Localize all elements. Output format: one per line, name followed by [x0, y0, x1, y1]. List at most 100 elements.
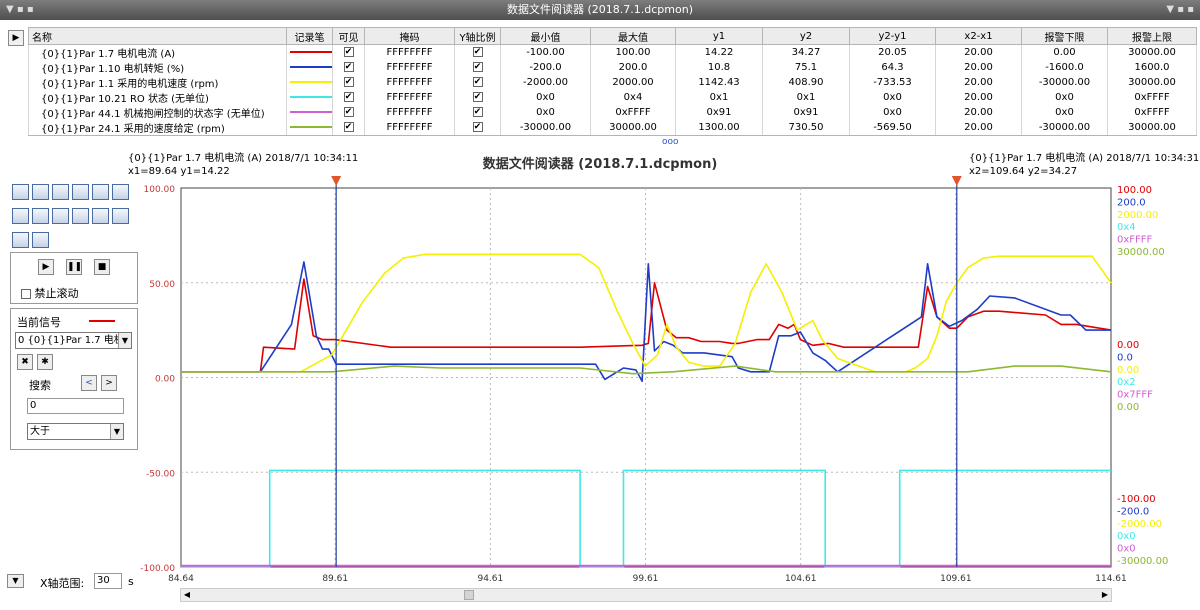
- checkbox-icon[interactable]: ✔: [472, 122, 483, 132]
- x-tick-label: 84.64: [168, 574, 194, 584]
- table-row[interactable]: {0}{1}Par 1.10 电机转矩 (%) ✔ FFFFFFFF ✔ -200.0 2…: [28, 60, 1197, 75]
- search-label: 搜索: [29, 379, 51, 392]
- checkbox-icon[interactable]: ✔: [343, 62, 354, 72]
- alarm-high-cell: 30000.00: [1107, 75, 1197, 90]
- alarm-high-cell: 30000.00: [1107, 120, 1197, 136]
- cursor2-info: {0}{1}Par 1.7 电机电流 (A) 2018/7/1 10:34:31…: [969, 152, 1199, 178]
- scroll-left-icon[interactable]: ◀: [183, 590, 191, 599]
- current-signal-label: 当前信号: [17, 316, 61, 329]
- column-header[interactable]: y1: [675, 27, 763, 45]
- play-button[interactable]: ▶: [38, 259, 54, 275]
- checkbox-icon[interactable]: ✔: [343, 77, 354, 87]
- visible-checkbox[interactable]: ✔: [332, 105, 365, 120]
- x-range-input[interactable]: 30: [94, 573, 122, 589]
- stop-button[interactable]: ■: [94, 259, 110, 275]
- cursor-marker-1: [331, 176, 342, 186]
- list-icon[interactable]: [52, 184, 69, 200]
- column-header[interactable]: 记录笔: [286, 27, 333, 45]
- series-line-4: [181, 469, 1111, 568]
- checkbox-icon[interactable]: ✔: [472, 62, 483, 72]
- checkbox-icon[interactable]: ✔: [343, 107, 354, 117]
- search-prev-button[interactable]: <: [81, 375, 97, 391]
- series-line-6: [181, 365, 1112, 375]
- table-row[interactable]: {0}{1}Par 44.1 机械抱闸控制的状态字 (无单位) ✔ FFFFFFFF…: [28, 105, 1197, 120]
- column-header[interactable]: y2: [762, 27, 850, 45]
- checkbox-icon[interactable]: [21, 289, 31, 299]
- grid-icon[interactable]: [12, 208, 29, 224]
- horizontal-scrollbar[interactable]: ◀ ▶: [180, 588, 1112, 602]
- align-bottom-icon[interactable]: [112, 208, 129, 224]
- column-header[interactable]: 最大值: [590, 27, 676, 45]
- checkbox-icon[interactable]: ✔: [472, 107, 483, 117]
- search-next-button[interactable]: >: [101, 375, 117, 391]
- right-scale-label: 100.00: [1117, 185, 1152, 196]
- current-signal-select[interactable]: 0 {0}{1}Par 1.7 电机电 ▼: [15, 332, 132, 349]
- cursor2-label: {0}{1}Par 1.7 电机电流 (A) 2018/7/1 10:34:31: [969, 153, 1200, 164]
- checkbox-icon[interactable]: ✔: [343, 92, 354, 102]
- window-controls-icon[interactable]: ▼ ▪ ▪: [1166, 4, 1194, 15]
- checkbox-icon[interactable]: ✔: [343, 47, 354, 57]
- right-scale-label: 30000.00: [1117, 247, 1165, 258]
- pause-button[interactable]: ❚❚: [66, 259, 82, 275]
- zoom-icon[interactable]: [72, 208, 89, 224]
- auto-scale-icon[interactable]: [52, 208, 69, 224]
- table-row[interactable]: {0}{1}Par 1.7 电机电流 (A) ✔ FFFFFFFF ✔ -100.00 1…: [28, 44, 1197, 60]
- alarm-high-cell: 0xFFFF: [1107, 105, 1197, 120]
- table-row[interactable]: {0}{1}Par 1.1 采用的电机速度 (rpm) ✔ FFFFFFFF ✔ -20…: [28, 75, 1197, 90]
- y-tick-label: -50.00: [146, 469, 175, 479]
- menu-down-icon[interactable]: ▼ ▪ ▪: [6, 4, 34, 15]
- title-bar: ▼ ▪ ▪ 数据文件阅读器 (2018.7.1.dcpmon) ▼ ▪ ▪: [0, 0, 1200, 20]
- search-input[interactable]: 0: [27, 398, 124, 414]
- scroll-thumb[interactable]: [464, 590, 474, 600]
- toolbar: [9, 184, 139, 256]
- pen-swatch: [290, 111, 332, 113]
- table-row[interactable]: {0}{1}Par 10.21 RO 状态 (无单位) ✔ FFFFFFFF ✔ 0x0…: [28, 90, 1197, 105]
- column-header[interactable]: 报警上限: [1107, 27, 1197, 45]
- series-line-3: [181, 253, 1112, 373]
- disable-scroll-checkbox[interactable]: 禁止滚动: [21, 285, 79, 301]
- scroll-right-icon[interactable]: ▶: [1101, 590, 1109, 599]
- column-header[interactable]: x2-x1: [935, 27, 1022, 45]
- checkbox-icon[interactable]: ✔: [343, 122, 354, 132]
- chart-icon[interactable]: [32, 208, 49, 224]
- y-tick-label: 0.00: [155, 375, 175, 385]
- y-scale-checkbox[interactable]: ✔: [454, 120, 501, 136]
- column-header[interactable]: 最小值: [500, 27, 591, 45]
- wrench-icon[interactable]: [72, 184, 89, 200]
- compare-value: 大于: [30, 426, 50, 437]
- save-icon[interactable]: [32, 184, 49, 200]
- clear-all-button[interactable]: ✱: [37, 354, 53, 370]
- cursor-icon[interactable]: [12, 232, 29, 248]
- y-tick-label: -100.00: [140, 564, 175, 574]
- chevron-down-icon: ▼: [118, 333, 131, 348]
- clear-marker-button[interactable]: ✖: [17, 354, 33, 370]
- fullscreen-icon[interactable]: [112, 184, 129, 200]
- column-header[interactable]: y2-y1: [849, 27, 936, 45]
- search-zoom-icon[interactable]: [32, 232, 49, 248]
- column-header[interactable]: 报警下限: [1021, 27, 1108, 45]
- right-scale-label: -100.00: [1117, 494, 1156, 505]
- checkbox-icon[interactable]: ✔: [472, 77, 483, 87]
- fit-vertical-icon[interactable]: [92, 184, 109, 200]
- y-scale-checkbox[interactable]: ✔: [454, 60, 501, 75]
- cursor1-info: {0}{1}Par 1.7 电机电流 (A) 2018/7/1 10:34:11…: [128, 152, 358, 178]
- column-header[interactable]: Y轴比例: [454, 27, 501, 45]
- column-header[interactable]: 名称: [28, 27, 287, 45]
- y-tick-label: 100.00: [144, 185, 176, 195]
- open-file-icon[interactable]: [12, 184, 29, 200]
- visible-checkbox[interactable]: ✔: [332, 90, 365, 105]
- x-tick-label: 109.61: [940, 574, 972, 584]
- y-scale-checkbox[interactable]: ✔: [454, 44, 501, 60]
- splitter-handle[interactable]: ooo: [662, 137, 679, 147]
- column-header[interactable]: 可见: [332, 27, 365, 45]
- right-scale-label: 0x0: [1117, 531, 1136, 542]
- compare-select[interactable]: 大于 ▼: [27, 423, 124, 440]
- table-row[interactable]: {0}{1}Par 24.1 采用的速度给定 (rpm) ✔ FFFFFFFF ✔ -3…: [28, 120, 1197, 136]
- export-icon[interactable]: [92, 208, 109, 224]
- x-range-label: X轴范围:: [40, 577, 85, 590]
- collapse-down-button[interactable]: ▼: [7, 574, 24, 588]
- checkbox-icon[interactable]: ✔: [472, 92, 483, 102]
- checkbox-icon[interactable]: ✔: [472, 47, 483, 57]
- expand-panel-button[interactable]: ▶: [8, 30, 24, 46]
